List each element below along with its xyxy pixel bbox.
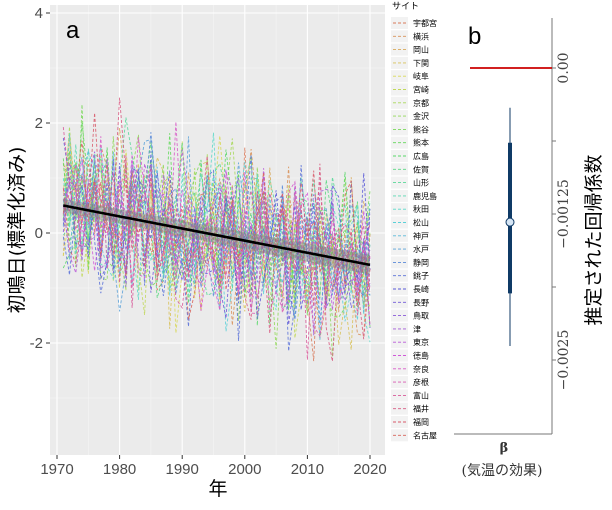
legend-label: 宮崎 [413,85,429,95]
legend-label: 静岡 [413,257,429,267]
axis-ticks: 0.00 −0.00125 −0.0025 [552,52,572,390]
x-tick-label: 2010 [291,461,324,478]
legend-label: 金沢 [413,111,429,121]
panel-label-b: b [468,23,481,50]
legend-label: 秋田 [413,204,429,214]
series-line-26 [62,154,371,310]
trend-line [63,204,371,267]
x-axis-label: 年 [208,478,227,500]
category-sublabel: (気温の効果) [462,463,543,479]
trend [63,198,371,275]
legend-title: サイト [392,1,419,12]
y-tick-label: −0.00125 [556,179,572,249]
legend-label: 東京 [413,337,429,347]
axis-ticks: 1970 1980 1990 2000 2010 2020 4 2 0 -2 [30,5,387,478]
legend-label: 岐阜 [413,71,429,81]
legend-label: 鹿児島 [413,191,437,201]
series-line-24 [62,151,371,336]
legend-label: 鳥取 [413,311,429,321]
chart-a: 1970 1980 1990 2000 2010 2020 4 2 0 -2 a 年 初鳴日(標準… [6,1,437,500]
series-line-14 [62,144,371,290]
legend-label: 下関 [413,59,429,68]
y-tick-label: −0.0025 [556,330,572,391]
series-line-19 [62,132,371,324]
legend-label: 名古屋 [413,430,437,440]
y-axis-label: 推定された回帰係数 [583,154,605,325]
series-line-17 [62,148,371,340]
y-tick-label: 0.00 [556,52,572,83]
legend-label: 長野 [413,298,429,307]
legend-label: 徳島 [413,351,429,361]
legend-label: 宇都宮 [413,18,437,28]
y-tick-label: 0 [35,225,43,242]
y-tick-label: 2 [35,115,43,132]
legend-label: 熊本 [413,138,429,148]
y-tick-label: -2 [30,335,43,352]
legend-label: 銚子 [413,271,429,281]
legend: 宇都宮横浜岡山下関岐阜宮崎京都金沢熊谷熊本広島佐賀山形鹿児島秋田松山神戸水戸静岡… [391,17,437,442]
legend-label: 山形 [413,178,429,188]
legend-label: 津 [413,324,421,334]
series-line-27 [63,121,371,313]
series-lines [62,97,371,362]
chart-b: b 0.00 −0.00125 −0.0025 推定された回帰係数 β (気温の効果… [454,18,605,479]
y-axis-label: 初鳴日(標準化済み) [6,147,28,314]
legend-label: 神戸 [413,231,429,241]
legend-label: 奈良 [413,364,429,374]
series-line-9 [62,104,371,318]
legend-label: 横浜 [413,31,429,41]
legend-label: 熊谷 [413,124,429,134]
legend-label: 福岡 [413,418,429,427]
legend-label: 水戸 [413,244,429,254]
series-line-23 [62,163,371,302]
x-tick-label: 1980 [103,461,136,478]
x-tick-label: 2000 [228,461,261,478]
series-line-30 [62,97,371,362]
y-tick-label: 4 [35,5,43,22]
x-tick-label: 2020 [353,461,386,478]
series-line-1 [62,147,371,362]
panel-label-a: a [66,17,80,44]
interval-marks [470,67,552,346]
legend-label: 福井 [413,404,429,414]
confidence-band [63,198,370,275]
legend-label: 京都 [413,98,429,108]
x-tick-label: 1990 [166,461,199,478]
category-label: β [500,441,509,456]
legend-label: 富山 [413,390,429,400]
legend-label: 彦根 [413,377,429,387]
series-line-32 [62,140,371,320]
legend-label: 佐賀 [413,164,429,174]
x-tick-label: 1970 [40,461,73,478]
estimate-point [505,217,515,227]
legend-label: 長崎 [413,284,429,294]
legend-label: 松山 [413,218,429,228]
legend-label: 岡山 [413,45,429,55]
legend-label: 広島 [413,151,429,161]
